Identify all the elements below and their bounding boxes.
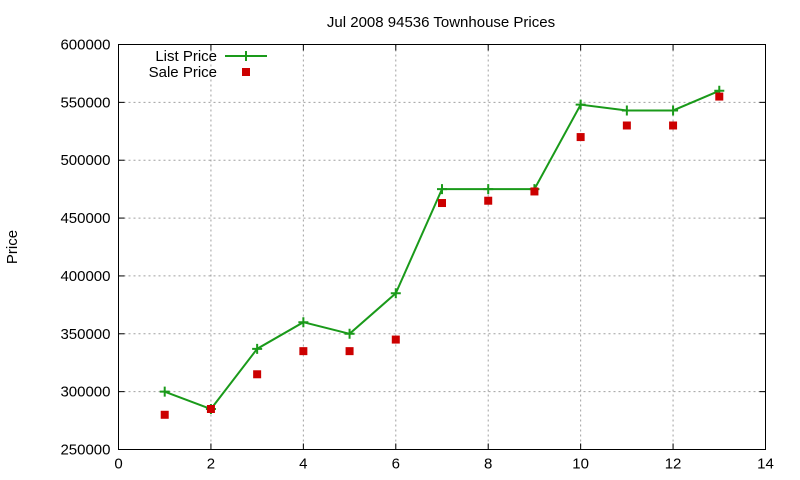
legend-swatch-marker — [241, 51, 251, 61]
list-price-point — [159, 386, 170, 397]
list-price-point — [483, 184, 494, 195]
sale-price-point — [622, 121, 631, 130]
sale-price-point — [715, 92, 724, 101]
x-tick-label: 10 — [572, 456, 589, 473]
y-tick-label: 300000 — [60, 384, 110, 401]
list-price-point — [575, 99, 586, 110]
list-price-point — [344, 328, 355, 339]
sale-price-point — [530, 187, 539, 196]
y-tick-label: 450000 — [60, 210, 110, 227]
sale-price-point — [484, 196, 493, 205]
series-sale-price — [160, 92, 724, 419]
sale-price-point — [576, 133, 585, 142]
y-tick-label: 500000 — [60, 152, 110, 169]
sale-price-point — [345, 347, 354, 356]
axis-ticks: 0 2 4 6 8 10 12 14 250000 300000 350000 400000 45000… — [60, 37, 773, 473]
sale-price-point — [391, 335, 400, 344]
series-list-price — [159, 85, 725, 414]
sale-price-point — [438, 199, 446, 208]
list-price-point — [390, 288, 401, 299]
y-tick-label: 550000 — [60, 94, 110, 111]
y-tick-label: 250000 — [60, 442, 110, 459]
x-tick-label: 4 — [299, 456, 307, 473]
x-tick-label: 6 — [392, 456, 400, 473]
y-axis-label: Price — [4, 230, 21, 264]
sale-price-point — [299, 347, 308, 356]
y-tick-label: 600000 — [60, 37, 110, 54]
list-price-point — [668, 105, 679, 116]
list-price-point — [437, 184, 447, 195]
list-price-point — [252, 343, 263, 354]
series — [159, 85, 725, 419]
x-tick-label: 12 — [665, 456, 682, 473]
y-tick-label: 350000 — [60, 326, 110, 343]
sale-price-point — [206, 405, 215, 413]
sale-price-point — [253, 370, 262, 379]
legend-swatch-marker — [242, 68, 250, 76]
grid — [118, 44, 766, 450]
x-tick-label: 8 — [484, 456, 492, 473]
sale-price-point — [160, 410, 169, 419]
list-price-line — [164, 89, 720, 411]
x-tick-label: 0 — [114, 456, 122, 473]
x-tick-label: 14 — [757, 456, 774, 473]
y-tick-label: 400000 — [60, 268, 110, 285]
legend-label: List Price — [155, 48, 217, 65]
chart-title: Jul 2008 94536 Townhouse Prices — [327, 14, 555, 31]
plot-frame — [118, 44, 766, 450]
x-tick-label: 2 — [207, 456, 215, 473]
legend-label: Sale Price — [149, 64, 217, 81]
list-price-point — [621, 105, 632, 116]
list-price-point — [298, 317, 309, 328]
sale-price-point — [669, 121, 678, 130]
